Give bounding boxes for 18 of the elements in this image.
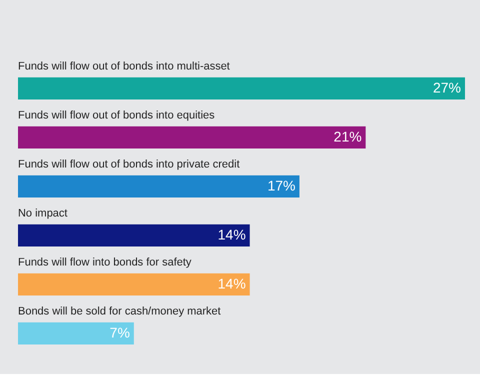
y-tick-label: Funds will flow out of bonds into multi-asset [18,60,230,72]
y-tick-label: Funds will flow out of bonds into private credit [18,158,240,170]
bar [18,224,250,246]
data-label: 14% [218,275,246,292]
y-tick-label: Funds will flow out of bonds into equities [18,109,216,122]
data-label: 7% [110,324,130,340]
data-label: 27% [432,79,461,96]
data-label: 21% [334,128,362,144]
bar [18,77,465,100]
y-tick-label: Bonds will be sold for cash/money market [18,305,221,318]
data-label: 17% [267,177,296,194]
y-tick-label: Funds will flow into bonds for safety [18,256,192,268]
data-label: 14% [218,226,246,242]
bar [18,175,300,198]
bar [18,273,250,296]
bar [18,126,366,148]
y-tick-label: No impact [18,207,68,220]
bar [18,322,134,344]
